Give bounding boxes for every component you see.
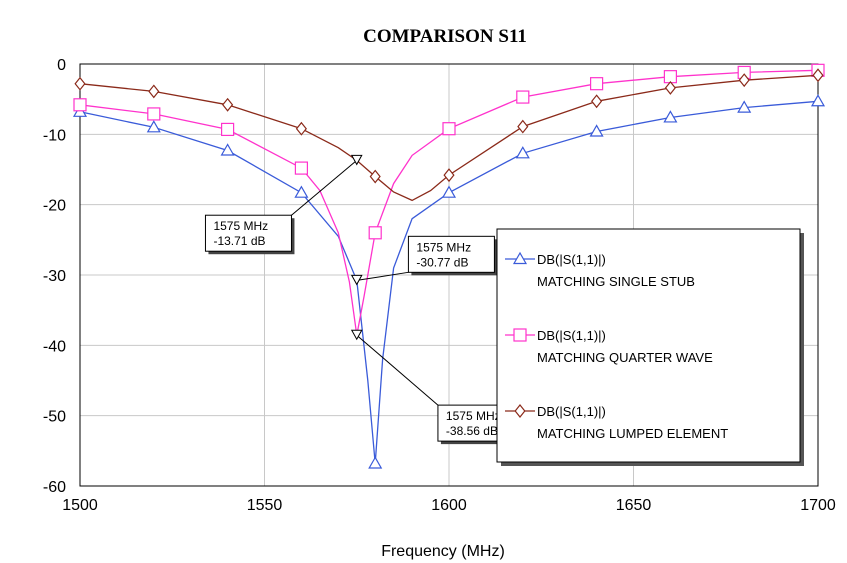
series-1 [72, 94, 826, 469]
annotation-value: -13.71 dB [213, 234, 265, 248]
square-marker [368, 226, 382, 240]
square-marker [589, 77, 604, 91]
annotation-value: -30.77 dB [416, 255, 468, 269]
legend-box [496, 228, 801, 463]
plot-frame [79, 63, 819, 487]
annotation-value: -38.56 dB [446, 424, 498, 438]
annotation-leader-line [356, 271, 409, 281]
triangle-marker [146, 120, 161, 133]
annotation-leader-line [291, 160, 358, 216]
triangle-marker [220, 143, 235, 156]
legend-item: DB(|S(1,1)|) MATCHING SINGLE STUB [505, 251, 695, 289]
legend-item: DB(|S(1,1)|) MATCHING LUMPED ELEMENT [505, 404, 728, 441]
legend-series-description: MATCHING QUARTER WAVE [537, 350, 713, 365]
diamond-marker [517, 119, 529, 134]
square-marker [442, 122, 456, 136]
x-tick-label: 1600 [431, 497, 467, 514]
diamond-marker [443, 168, 455, 183]
legend: DB(|S(1,1)|)MATCHING SINGLE STUBDB(|S(1,… [496, 228, 804, 466]
triangle-marker [512, 251, 528, 265]
triangle-marker [441, 185, 457, 198]
marker-annotation: 1575 MHz-13.71 dB [204, 154, 363, 255]
series-layer [72, 63, 826, 469]
square-marker [221, 122, 235, 137]
diamond-marker [148, 84, 160, 99]
diamond-marker [591, 94, 603, 109]
x-tick-label: 1700 [800, 497, 836, 514]
annotation-box [204, 214, 292, 252]
annotation-frequency: 1575 MHz [446, 409, 501, 423]
diamond-marker [74, 76, 86, 91]
legend-series-name: DB(|S(1,1)|) [537, 404, 606, 419]
marker-annotation: 1575 MHz-30.77 dB [350, 235, 498, 286]
annotation-leader-line [356, 334, 439, 406]
annotation-frequency: 1575 MHz [416, 240, 471, 254]
marker-triangle-icon [350, 154, 363, 166]
y-tick-label: -10 [43, 127, 66, 144]
y-tick-label: -40 [43, 338, 66, 355]
legend-item: DB(|S(1,1)|) MATCHING QUARTER WAVE [505, 328, 713, 365]
x-tick-label: 1650 [616, 497, 652, 514]
diamond-marker [222, 97, 234, 112]
x-axis-label: Frequency (MHz) [381, 543, 505, 560]
series-line [79, 74, 819, 202]
legend-series-description: MATCHING SINGLE STUB [537, 274, 695, 289]
triangle-marker [737, 100, 752, 113]
y-tick-label: -60 [43, 479, 66, 496]
legend-series-description: MATCHING LUMPED ELEMENT [537, 426, 728, 441]
square-marker [73, 98, 87, 112]
series-line [79, 100, 819, 464]
square-marker [516, 90, 530, 104]
x-tick-label: 1550 [247, 497, 283, 514]
chart-title: COMPARISON S11 [363, 26, 527, 47]
y-tick-label: -20 [43, 198, 66, 215]
diamond-marker [369, 169, 381, 184]
y-tick-label: -50 [43, 409, 66, 426]
legend-series-name: DB(|S(1,1)|) [537, 328, 606, 343]
marker-triangle-icon [350, 329, 363, 341]
diamond-marker [295, 121, 307, 136]
axis-ticks: 1500 1550 1600 1650 1700 0 -10 -20 -30 -40 -50 -60 [43, 57, 836, 514]
triangle-marker [589, 124, 604, 137]
triangle-marker [810, 94, 826, 107]
diamond-marker [664, 80, 676, 95]
marker-triangle-icon [350, 274, 363, 286]
triangle-marker [515, 146, 530, 159]
diamond-marker [812, 68, 824, 83]
y-tick-label: -30 [43, 268, 66, 285]
triangle-marker [368, 456, 383, 469]
legend-series-name: DB(|S(1,1)|) [537, 252, 606, 267]
square-marker [513, 328, 527, 342]
series-3 [74, 68, 824, 202]
triangle-marker [663, 110, 678, 123]
square-marker [663, 70, 678, 84]
annotation-frequency: 1575 MHz [213, 219, 268, 233]
square-marker [147, 107, 161, 121]
series-line [79, 69, 819, 336]
x-tick-label: 1500 [62, 497, 98, 514]
y-tick-label: 0 [57, 57, 66, 74]
annotation-box [407, 235, 495, 273]
diamond-marker [738, 73, 750, 88]
diamond-marker [514, 404, 526, 418]
square-marker [294, 161, 308, 175]
triangle-marker [294, 185, 309, 198]
